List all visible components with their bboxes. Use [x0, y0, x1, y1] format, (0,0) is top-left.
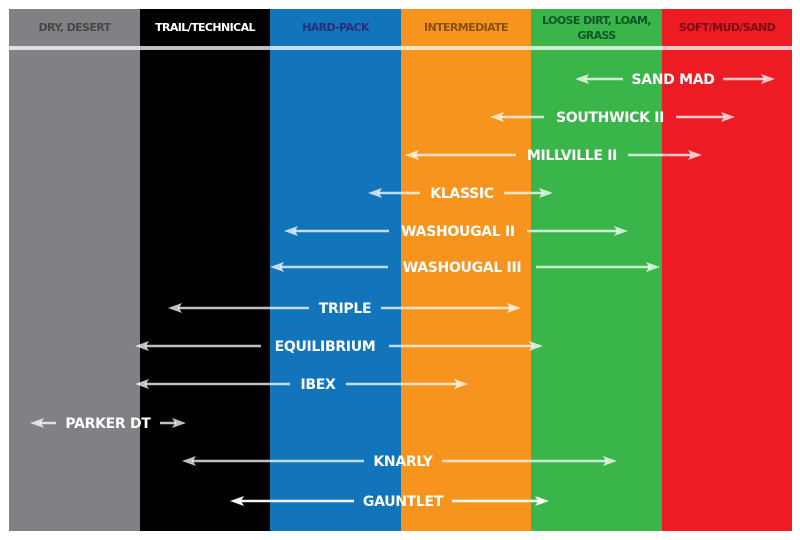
arrow-left-head-icon [270, 262, 284, 272]
tire-equilibrium: EQUILIBRIUM [135, 339, 543, 355]
column-header: TRAIL/TECHNICAL [155, 21, 255, 34]
tire-millville-ii: MILLVILLE II [405, 148, 702, 164]
tire-knarly: KNARLY [182, 454, 617, 470]
tire-label: KLASSIC [430, 186, 494, 202]
arrow-left-head-icon [182, 456, 196, 466]
tire-washougal-ii: WASHOUGAL II [284, 224, 628, 240]
tire-klassic: KLASSIC [368, 186, 553, 202]
arrow-right-head-icon [507, 303, 521, 313]
tire-label: EQUILIBRIUM [275, 339, 376, 355]
column-header: INTERMEDIATE [424, 21, 508, 34]
tire-parker-dt: PARKER DT [30, 416, 186, 432]
arrow-left-head-icon [135, 341, 149, 351]
arrow-right-head-icon [529, 341, 543, 351]
tire-southwick-ii: SOUTHWICK II [490, 110, 735, 126]
tire-label: IBEX [300, 377, 336, 393]
tire-gauntlet: GAUNTLET [230, 494, 549, 510]
column-header: SOFT/MUD/SAND [679, 21, 776, 34]
column-header: DRY, DESERT [38, 21, 111, 34]
arrow-left-head-icon [405, 150, 419, 160]
arrow-left-head-icon [168, 303, 182, 313]
column-intermediate [401, 9, 531, 531]
arrow-right-head-icon [688, 150, 702, 160]
arrow-right-head-icon [646, 262, 660, 272]
arrow-left-head-icon [490, 112, 504, 122]
arrow-right-head-icon [614, 226, 628, 236]
column-header: LOOSE DIRT, LOAM, GRASS [542, 14, 651, 42]
column-loose-dirt-loam-grass [531, 9, 662, 531]
header-divider [9, 46, 792, 50]
tire-label: SOUTHWICK II [556, 110, 664, 126]
tire-label: KNARLY [373, 454, 433, 470]
tire-label: GAUNTLET [363, 494, 444, 510]
arrow-right-head-icon [721, 112, 735, 122]
arrow-left-head-icon [30, 418, 44, 428]
arrow-right-head-icon [172, 418, 186, 428]
tire-label: WASHOUGAL II [401, 224, 515, 240]
arrow-left-head-icon [284, 226, 298, 236]
tire-ibex: IBEX [135, 377, 468, 393]
arrow-right-head-icon [761, 74, 775, 84]
tire-triple: TRIPLE [168, 301, 521, 317]
column-trail-technical [140, 9, 270, 531]
tire-sand-mad: SAND MAD [575, 72, 775, 88]
arrow-right-head-icon [454, 379, 468, 389]
column-header: HARD-PACK [302, 21, 370, 34]
arrow-right-head-icon [603, 456, 617, 466]
tire-label: TRIPLE [319, 301, 371, 317]
arrow-right-head-icon [535, 496, 549, 506]
tire-label: SAND MAD [631, 72, 714, 88]
tire-label: MILLVILLE II [527, 148, 617, 164]
arrow-left-head-icon [575, 74, 589, 84]
arrow-right-head-icon [539, 188, 553, 198]
tire-washougal-iii: WASHOUGAL III [270, 260, 660, 276]
arrow-left-head-icon [135, 379, 149, 389]
column-dry-desert [9, 9, 140, 531]
column-hard-pack [270, 9, 401, 531]
arrow-left-head-icon [368, 188, 382, 198]
tire-label: PARKER DT [65, 416, 151, 432]
arrow-left-head-icon [230, 496, 244, 506]
tire-label: WASHOUGAL III [403, 260, 522, 276]
column-soft-mud-sand [662, 9, 792, 531]
